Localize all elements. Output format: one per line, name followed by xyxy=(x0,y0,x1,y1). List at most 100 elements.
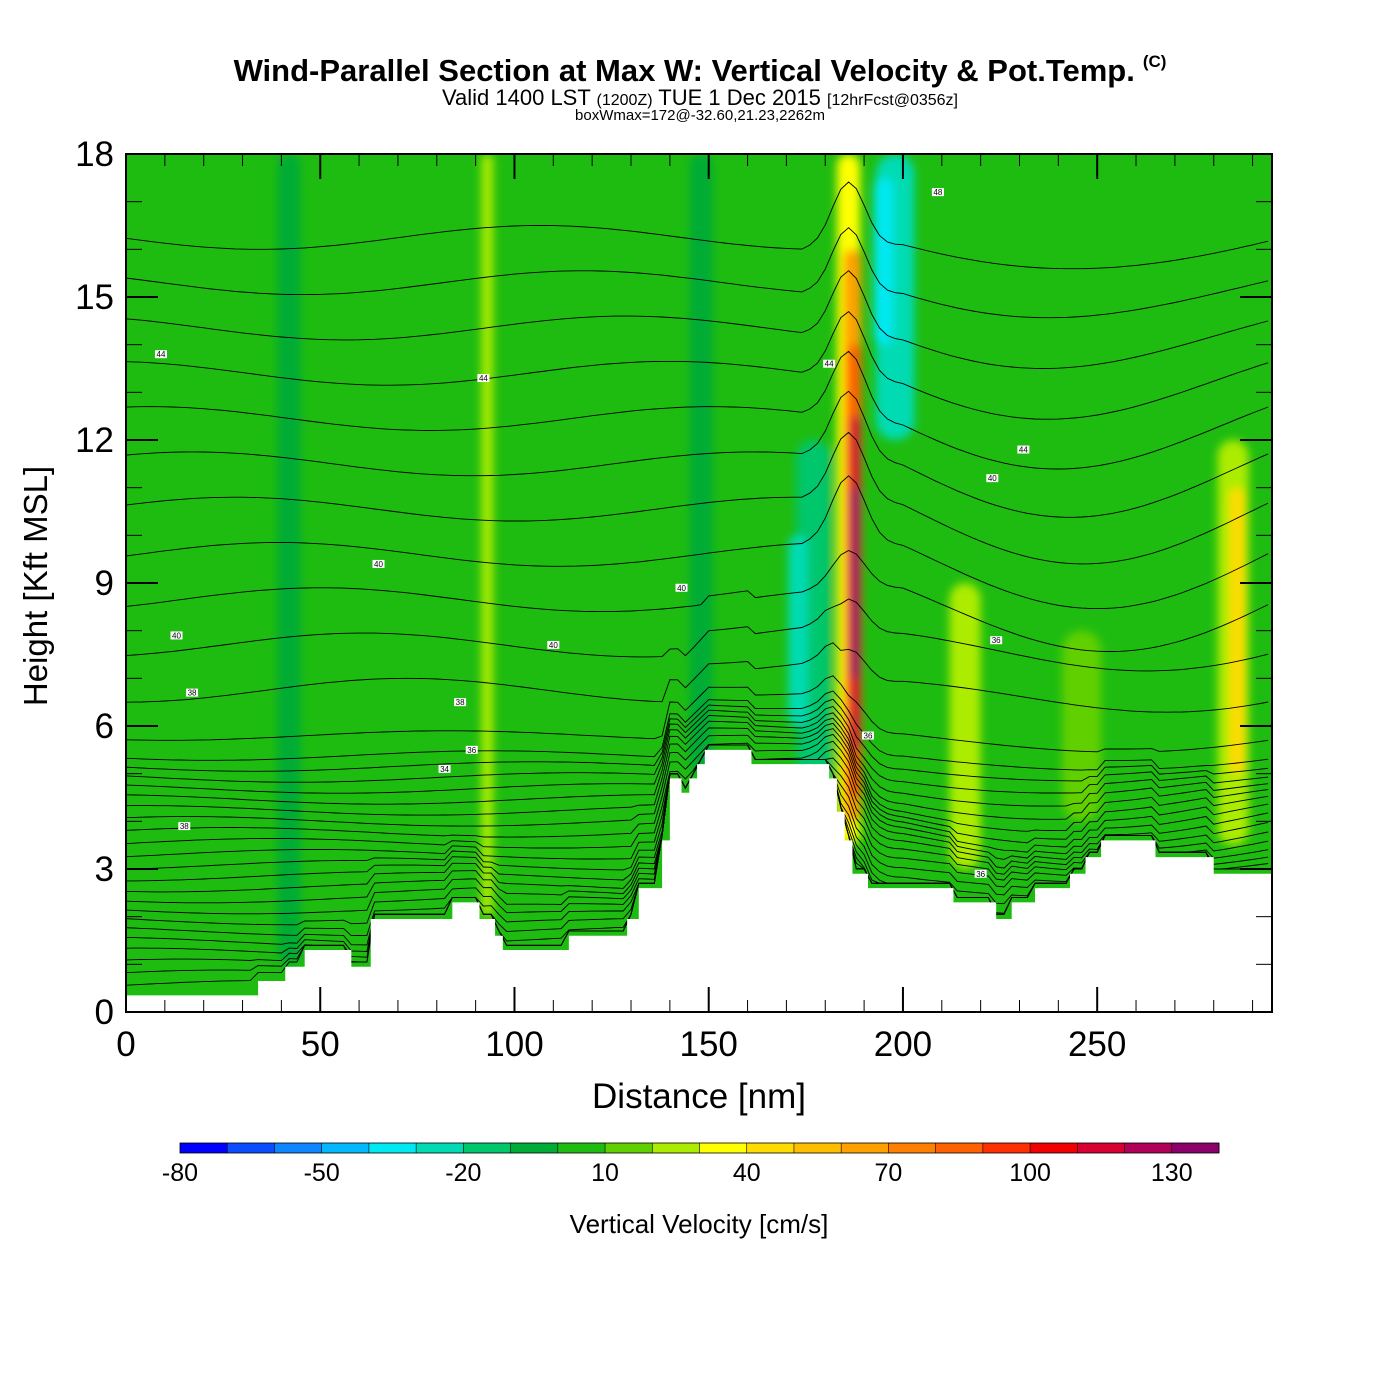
colorbar-tick-label: 130 xyxy=(1151,1159,1193,1187)
isentrope-label-text: 40 xyxy=(172,631,181,640)
isentrope-label-box xyxy=(372,559,385,568)
isentrope-line xyxy=(126,698,1269,782)
x-tick-label: 250 xyxy=(1068,1025,1126,1064)
isentrope-label: 40 xyxy=(170,631,183,640)
isentrope-label-box xyxy=(986,474,999,483)
colorbar: -80 -50 -20 10 40 70 100 130 xyxy=(162,1142,1220,1187)
isentrope-label: 40 xyxy=(675,583,688,593)
isentrope-label-text: 38 xyxy=(180,822,189,831)
colorbar-swatch xyxy=(652,1143,700,1153)
isentrope-label-box xyxy=(477,374,490,383)
isentrope-label-text: 44 xyxy=(157,350,166,359)
isentrope-label-box xyxy=(154,350,167,359)
isentrope-line xyxy=(126,728,1269,844)
isentrope-label-box xyxy=(178,822,191,831)
isentrope-label-box xyxy=(990,636,1003,645)
y-tick-label: 6 xyxy=(95,707,114,746)
colorbar-swatch xyxy=(416,1143,464,1153)
colorbar-tick-label: 10 xyxy=(591,1159,619,1187)
isentrope-line xyxy=(126,744,1269,869)
colorbar-swatch xyxy=(227,1143,275,1153)
isentrope-line xyxy=(126,690,1269,771)
y-tick-label: 3 xyxy=(95,850,114,889)
colorbar-swatch xyxy=(321,1143,370,1153)
x-tick-label: 50 xyxy=(301,1025,340,1064)
velocity-column xyxy=(873,177,894,345)
colorbar-tick-label: -80 xyxy=(162,1159,198,1187)
x-tick-label: 0 xyxy=(116,1025,135,1064)
y-tick-label: 9 xyxy=(95,564,114,603)
isentrope-line xyxy=(126,740,1269,860)
isentrope-label: 34 xyxy=(438,764,451,774)
isentrope-label-text: 38 xyxy=(456,698,465,707)
colorbar-swatch xyxy=(699,1143,748,1153)
isentrope-label-text: 36 xyxy=(992,636,1001,645)
potential-temperature-contours xyxy=(126,181,1269,986)
x-tick-label: 150 xyxy=(680,1025,738,1064)
velocity-column xyxy=(788,535,808,726)
colorbar-swatch xyxy=(1124,1143,1173,1153)
isentrope-label-box xyxy=(438,764,451,773)
isentrope-labels: 44 44 44 48 44 40 40 40 40 40 38 38 36 34 38 36 36 36 xyxy=(154,188,1030,879)
isentrope-label: 36 xyxy=(465,745,478,755)
isentrope-label: 40 xyxy=(547,640,560,650)
isentrope-label-text: 44 xyxy=(1019,446,1028,455)
x-tick-label: 200 xyxy=(874,1025,932,1064)
velocity-column xyxy=(277,154,301,965)
isentrope-line xyxy=(126,549,1269,652)
isentrope-label-text: 44 xyxy=(825,360,834,369)
isentrope-line xyxy=(126,475,1269,610)
isentrope-label-text: 36 xyxy=(976,870,985,879)
isentrope-line xyxy=(126,598,1269,672)
isentrope-label-box xyxy=(931,188,944,197)
isentrope-label-text: 40 xyxy=(988,474,997,483)
isentrope-label: 44 xyxy=(477,374,490,383)
isentrope-label-box xyxy=(823,359,836,368)
isentrope-line xyxy=(126,270,1269,369)
colorbar-swatch xyxy=(793,1143,842,1153)
colorbar-swatch xyxy=(368,1143,417,1153)
x-axis-label: Distance [nm] xyxy=(592,1077,806,1116)
colorbar-swatch xyxy=(557,1143,606,1153)
colorbar-swatch xyxy=(510,1143,559,1153)
isentrope-label: 36 xyxy=(990,636,1003,645)
colorbar-swatch xyxy=(1077,1143,1126,1153)
velocity-column xyxy=(1062,630,1102,822)
isentrope-line xyxy=(126,722,1269,832)
y-tick-label: 15 xyxy=(75,278,114,317)
velocity-column xyxy=(796,440,832,822)
isentrope-label-box xyxy=(974,869,987,878)
colorbar-swatch xyxy=(605,1143,653,1153)
isentrope-label-box xyxy=(675,583,688,592)
isentrope-label: 40 xyxy=(986,474,999,483)
velocity-column xyxy=(481,154,494,917)
isentrope-label-box xyxy=(1017,445,1030,454)
isentrope-label-box xyxy=(186,688,199,697)
isentrope-label: 38 xyxy=(178,822,191,831)
isentrope-label-box xyxy=(170,631,183,640)
colorbar-swatch xyxy=(841,1143,889,1153)
chart-subtitle: Valid 1400 LST (1200Z) TUE 1 Dec 2015 [1… xyxy=(441,85,958,110)
y-tick-label: 18 xyxy=(75,135,114,174)
isentrope-line xyxy=(126,431,1269,565)
isentrope-label: 48 xyxy=(931,188,944,197)
y-axis-label: Height [Kft MSL] xyxy=(17,466,54,706)
isentrope-label-box xyxy=(465,745,478,754)
chart-box-info: boxWmax=172@-32.60,21.23,2262m xyxy=(575,107,825,124)
isentrope-line xyxy=(126,642,1269,713)
colorbar-label: Vertical Velocity [cm/s] xyxy=(570,1209,829,1239)
isentrope-label: 36 xyxy=(861,731,874,741)
chart-title: Wind-Parallel Section at Max W: Vertical… xyxy=(233,52,1167,88)
isentrope-label: 36 xyxy=(974,869,987,879)
velocity-column xyxy=(850,487,858,679)
y-tick-label: 12 xyxy=(75,421,114,460)
isentrope-label-box xyxy=(454,698,467,707)
isentrope-line xyxy=(126,675,1269,753)
isentrope-label-text: 34 xyxy=(440,765,449,774)
isentrope-line xyxy=(126,705,1269,794)
colorbar-tick-label: -50 xyxy=(304,1159,340,1187)
isentrope-label-text: 36 xyxy=(864,732,873,741)
isentrope-label-text: 40 xyxy=(549,641,558,650)
isentrope-label-text: 36 xyxy=(467,746,476,755)
